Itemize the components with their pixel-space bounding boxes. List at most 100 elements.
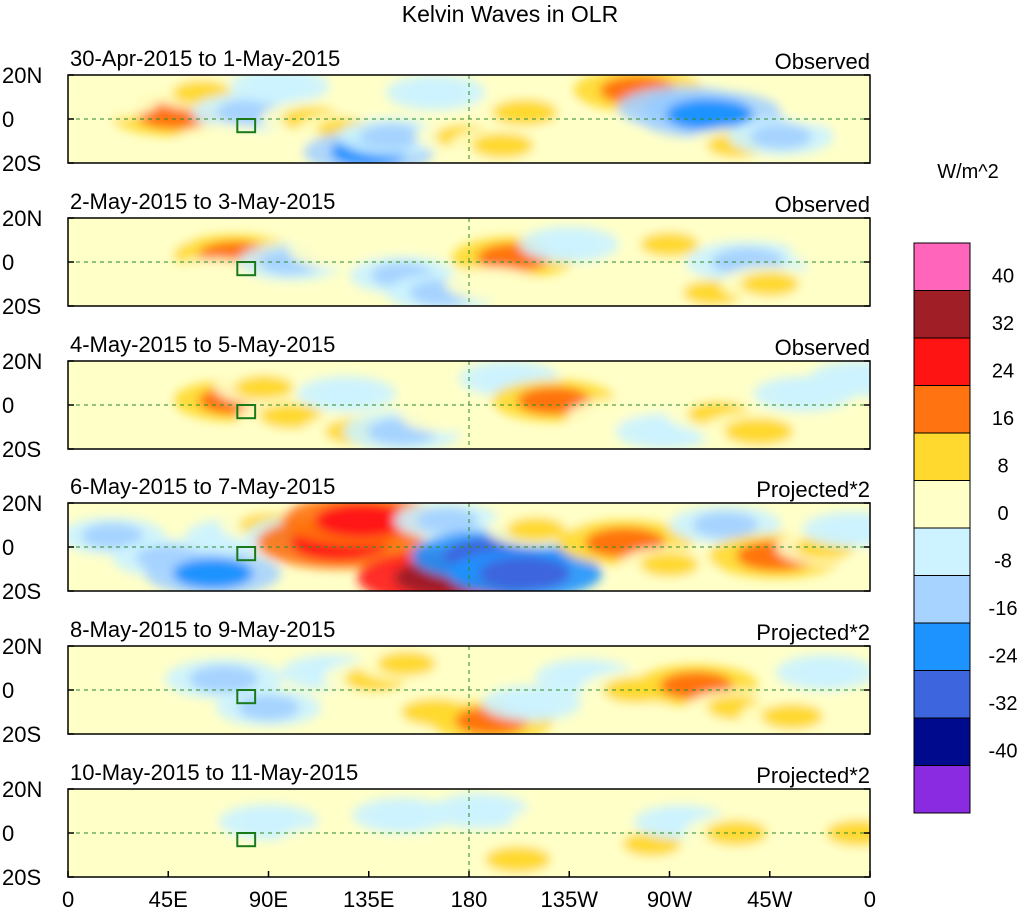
colorbar-swatch xyxy=(913,575,971,624)
anomaly-core xyxy=(96,393,152,417)
anomaly-core xyxy=(829,366,870,391)
colorbar-swatch xyxy=(913,385,971,434)
lat-tick-label: 20S xyxy=(2,579,41,604)
anomaly-core xyxy=(740,272,799,296)
anomaly-core xyxy=(705,820,768,846)
lat-tick-label: 20S xyxy=(2,294,41,319)
anomaly-blobs xyxy=(68,75,870,163)
colorbar-swatch xyxy=(913,242,971,291)
lat-tick-label: 20S xyxy=(2,437,41,462)
colorbar-swatch xyxy=(913,337,971,386)
anomaly-core xyxy=(314,503,410,538)
anomaly-core xyxy=(822,517,870,542)
colorbar-tick-label: -8 xyxy=(994,551,1012,573)
colorbar-swatch xyxy=(913,290,971,339)
anomaly-core xyxy=(81,523,144,549)
anomaly-core xyxy=(666,98,754,131)
colorbar-tick-label: 40 xyxy=(992,266,1014,288)
colorbar-swatch xyxy=(913,765,971,814)
colorbar-swatch xyxy=(913,622,971,671)
anomaly-core xyxy=(237,695,300,721)
panel-kind-label: Observed xyxy=(775,335,870,360)
anomaly-core xyxy=(753,847,809,871)
panel-kind-label: Observed xyxy=(775,49,870,74)
panel-5: 8-May-2015 to 9-May-2015 Projected*2 20N 0 2… xyxy=(2,617,871,747)
lon-tick-label: 180 xyxy=(451,887,488,912)
panel-1: 30-Apr-2015 to 1-May-2015 Observed 20N 0 20S xyxy=(2,46,871,176)
panel-kind-label: Projected*2 xyxy=(756,763,870,788)
panel-date-range: 8-May-2015 to 9-May-2015 xyxy=(70,617,335,642)
anomaly-core xyxy=(250,75,309,98)
colorbar-tick-label: 24 xyxy=(992,361,1014,383)
lat-tick-label: 0 xyxy=(2,678,14,703)
anomaly-core xyxy=(172,558,253,589)
anomaly-core xyxy=(419,404,475,428)
anomaly-field xyxy=(68,75,870,163)
anomaly-core xyxy=(502,691,561,716)
panel-2: 2-May-2015 to 3-May-2015 Observed 20N 0 20S xyxy=(2,189,871,319)
chart-title: Kelvin Waves in OLR xyxy=(402,1,618,27)
anomaly-core xyxy=(85,678,140,702)
colorbar-tick-label: -24 xyxy=(989,646,1018,668)
colorbar: W/m^2 40 32 24 16 8 0 -8 -16 -24 -32 -40 xyxy=(913,161,1018,814)
panel-date-range: 6-May-2015 to 7-May-2015 xyxy=(70,474,335,499)
anomaly-core xyxy=(798,96,853,120)
index-region-box xyxy=(236,832,257,848)
index-region-box xyxy=(236,261,257,277)
anomaly-core xyxy=(597,268,653,292)
anomaly-field xyxy=(68,789,870,877)
anomaly-core xyxy=(530,810,586,834)
anomaly-core xyxy=(189,665,259,693)
lon-tick-label: 135W xyxy=(541,887,599,912)
lat-tick-label: 20N xyxy=(2,491,42,516)
anomaly-blobs xyxy=(99,226,870,306)
colorbar-tick-label: 8 xyxy=(997,456,1008,478)
colorbar-tick-label: 32 xyxy=(992,313,1014,335)
anomaly-blobs xyxy=(77,361,870,449)
anomaly-field xyxy=(68,361,870,449)
panel-date-range: 2-May-2015 to 3-May-2015 xyxy=(70,189,335,214)
anomaly-core xyxy=(415,508,478,534)
anomaly-core xyxy=(640,552,699,577)
longitude-axis: 0 45E 90E 135E 180 135W 90W 45W 0 xyxy=(62,871,876,912)
anomaly-core xyxy=(307,239,363,263)
colorbar-unit-label: W/m^2 xyxy=(937,161,999,183)
anomaly-field xyxy=(68,646,870,734)
panels: 30-Apr-2015 to 1-May-2015 Observed 20N 0 20S… xyxy=(2,46,871,890)
anomaly-core xyxy=(724,417,794,445)
anomaly-core xyxy=(239,810,298,834)
panel-date-range: 10-May-2015 to 11-May-2015 xyxy=(70,760,358,785)
anomaly-core xyxy=(640,232,699,257)
lat-tick-label: 20N xyxy=(2,634,42,659)
colorbar-tick-label: 16 xyxy=(992,408,1014,430)
anomaly-core xyxy=(185,834,241,858)
colorbar-tick-label: -40 xyxy=(989,741,1018,763)
anomaly-core xyxy=(796,660,855,685)
anomaly-core xyxy=(234,375,294,400)
anomaly-core xyxy=(296,832,352,856)
lat-tick-label: 20N xyxy=(2,777,42,802)
lat-tick-label: 20N xyxy=(2,63,42,88)
lat-tick-label: 0 xyxy=(2,393,14,418)
anomaly-field xyxy=(68,218,870,306)
panel-kind-label: Projected*2 xyxy=(756,620,870,645)
anomaly-core xyxy=(406,80,465,105)
anomaly-core xyxy=(471,132,534,158)
lat-tick-label: 20S xyxy=(2,151,41,176)
lat-tick-label: 0 xyxy=(2,107,14,132)
index-region-box xyxy=(236,404,257,420)
lon-tick-label: 135E xyxy=(343,887,394,912)
lat-tick-label: 0 xyxy=(2,250,14,275)
anomaly-core xyxy=(118,232,174,256)
index-region-box xyxy=(236,118,257,134)
anomaly-core xyxy=(809,239,864,263)
panel-3: 4-May-2015 to 5-May-2015 Observed 20N 0 20S xyxy=(2,332,871,462)
panel-kind-label: Observed xyxy=(775,192,870,217)
colorbar-tick-label: -32 xyxy=(989,693,1018,715)
anomaly-core xyxy=(506,517,566,542)
index-region-box xyxy=(236,689,257,705)
lon-tick-label: 45E xyxy=(149,887,188,912)
anomaly-core xyxy=(570,129,626,153)
anomaly-core xyxy=(761,703,824,729)
lat-tick-label: 20S xyxy=(2,722,41,747)
